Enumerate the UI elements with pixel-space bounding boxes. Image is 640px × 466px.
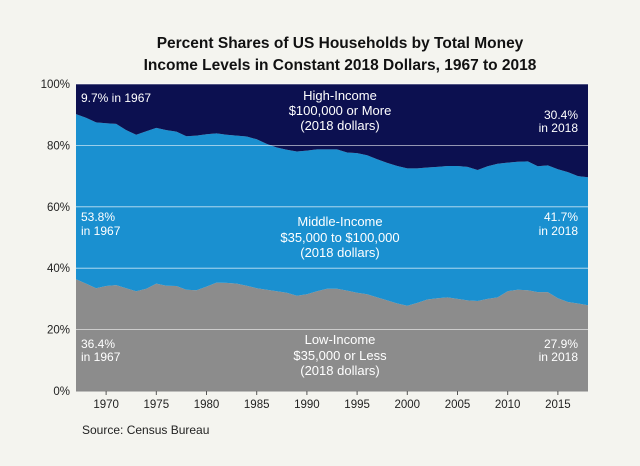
area-layers	[76, 84, 588, 391]
annotation-middle-2018-value: 41.7%	[544, 210, 578, 224]
annotation-low-2018-year: in 2018	[539, 350, 579, 364]
x-tick-label: 1995	[344, 399, 370, 411]
band-label-high-line-2: $100,000 or More	[289, 103, 392, 118]
source-note: Source: Census Bureau	[82, 423, 209, 437]
band-label-low-line-1: Low-Income	[305, 332, 376, 347]
y-tick-label: 0%	[53, 386, 70, 398]
band-label-middle-line-2: $35,000 to $100,000	[280, 230, 399, 245]
x-tick-label: 1970	[93, 399, 119, 411]
annotation-low-1967-value: 36.4%	[81, 337, 115, 351]
annotation-high-2018-value: 30.4%	[544, 108, 578, 122]
x-tick-label: 1985	[244, 399, 270, 411]
annotation-middle-2018-year: in 2018	[539, 224, 579, 238]
x-tick-label: 1990	[294, 399, 320, 411]
x-tick-label: 1980	[194, 399, 220, 411]
x-tick-label: 2005	[445, 399, 471, 411]
band-label-middle: Middle-Income $35,000 to $100,000 (2018 …	[280, 214, 399, 260]
y-tick-label: 100%	[41, 79, 70, 91]
annotation-high-2018-year: in 2018	[539, 121, 579, 135]
chart-title-line-2: Income Levels in Constant 2018 Dollars, …	[144, 57, 537, 74]
y-tick-label: 20%	[47, 325, 70, 337]
annotation-low-2018-value: 27.9%	[544, 337, 578, 351]
band-label-low: Low-Income $35,000 or Less (2018 dollars…	[293, 332, 387, 378]
gridlines	[76, 83, 588, 392]
x-axis-ticks: 1970 1975 1980 1985 1990 1995 2000 2005 2010 2015	[93, 391, 571, 411]
x-tick-label: 2010	[495, 399, 521, 411]
annotation-high-1967: 9.7% in 1967	[81, 91, 151, 105]
annotation-low-1967-year: in 1967	[81, 350, 121, 364]
chart-title-line-1: Percent Shares of US Households by Total…	[157, 35, 524, 52]
band-label-low-line-2: $35,000 or Less	[293, 348, 387, 363]
y-tick-label: 60%	[47, 202, 70, 214]
y-axis-ticks: 0% 20% 40% 60% 80% 100%	[41, 79, 70, 398]
y-tick-label: 40%	[47, 263, 70, 275]
annotation-middle-1967-year: in 1967	[81, 224, 121, 238]
annotation-middle-1967-value: 53.8%	[81, 210, 115, 224]
band-label-middle-line-1: Middle-Income	[297, 214, 382, 229]
x-tick-label: 2000	[394, 399, 420, 411]
band-label-high: High-Income $100,000 or More (2018 dolla…	[289, 88, 392, 133]
area-high-income	[76, 84, 588, 178]
band-label-high-line-3: (2018 dollars)	[300, 118, 380, 133]
y-tick-label: 80%	[47, 140, 70, 152]
band-label-high-line-1: High-Income	[303, 88, 377, 103]
x-tick-label: 2015	[545, 399, 571, 411]
band-label-middle-line-3: (2018 dollars)	[300, 245, 380, 260]
area-low-income	[76, 279, 588, 391]
band-label-low-line-3: (2018 dollars)	[300, 363, 380, 378]
area-middle-income	[76, 114, 588, 306]
x-tick-label: 1975	[144, 399, 170, 411]
